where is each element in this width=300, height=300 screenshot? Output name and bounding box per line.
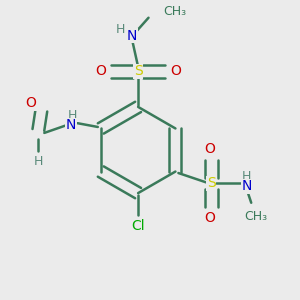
Text: CH₃: CH₃ [164,5,187,18]
Text: CH₃: CH₃ [244,210,267,223]
Text: O: O [170,64,181,78]
Text: O: O [26,96,36,110]
Text: H: H [68,109,77,122]
Text: N: N [242,179,252,194]
Text: H: H [116,23,125,36]
Text: Cl: Cl [131,219,145,233]
Text: O: O [95,64,106,78]
Text: O: O [204,211,215,225]
Text: H: H [34,154,43,168]
Text: N: N [66,118,76,133]
Text: S: S [134,64,142,78]
Text: H: H [242,169,251,182]
Text: N: N [127,28,137,43]
Text: S: S [207,176,215,190]
Text: O: O [204,142,215,156]
